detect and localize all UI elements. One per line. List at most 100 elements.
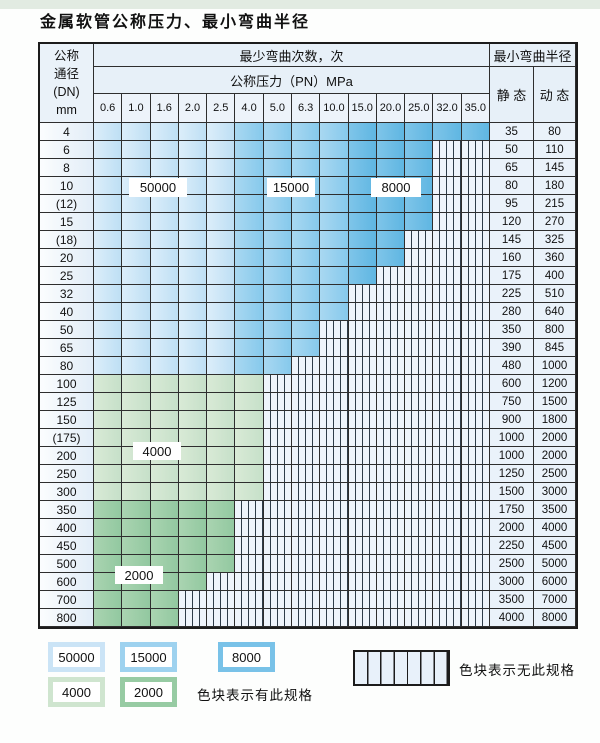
spec-cell-h [320, 339, 349, 357]
spec-cell-b1 [178, 249, 208, 267]
spec-cell-h [348, 537, 377, 555]
spec-cell-g1 [122, 465, 151, 483]
dynamic-cell: 215 [534, 195, 576, 213]
static-cell: 50 [490, 141, 534, 159]
spec-cell-b1 [150, 303, 179, 321]
spec-cell-g1 [235, 447, 264, 465]
spec-cell-h [433, 465, 462, 483]
spec-cell-g1 [94, 465, 123, 483]
spec-cell-b2 [263, 141, 292, 159]
spec-cell-h [433, 501, 462, 519]
spec-cell-h [376, 267, 406, 285]
dn-cell: 32 [40, 285, 94, 303]
spec-cell-h [348, 321, 377, 339]
legend-swatch-50000: 50000 [48, 642, 105, 672]
spec-cell-h [433, 483, 462, 501]
spec-cell-h [292, 609, 321, 627]
spec-cell-h [292, 483, 321, 501]
spec-cell-h [376, 339, 406, 357]
dn-cell: 350 [40, 501, 94, 519]
spec-cell-h [376, 429, 406, 447]
spec-cell-b3 [376, 141, 406, 159]
dn-header-line: 通径 [53, 66, 79, 81]
spec-cell-h [405, 429, 434, 447]
pressure-value-10.0: 10.0 [320, 94, 349, 123]
dn-cell: 100 [40, 375, 94, 393]
spec-cell-b2 [320, 141, 349, 159]
spec-cell-h [405, 483, 434, 501]
spec-cell-g1 [207, 447, 236, 465]
spec-cell-h [461, 447, 490, 465]
pressure-value-5.0: 5.0 [263, 94, 292, 123]
dn-cell: 250 [40, 465, 94, 483]
spec-cell-h [292, 537, 321, 555]
spec-cell-g1 [94, 411, 123, 429]
spec-cell-g1 [207, 429, 236, 447]
spec-cell-h [348, 501, 377, 519]
spec-cell-g2 [207, 501, 236, 519]
spec-cell-b3 [348, 231, 377, 249]
spec-cell-b3 [376, 249, 406, 267]
legend-swatch-15000: 15000 [120, 642, 177, 672]
spec-cell-b1 [207, 141, 236, 159]
spec-cell-b2 [320, 267, 349, 285]
spec-cell-h [433, 159, 462, 177]
dynamic-cell: 640 [534, 303, 576, 321]
spec-cell-b3 [433, 123, 462, 141]
spec-cell-h [405, 609, 434, 627]
spec-cell-h [461, 375, 490, 393]
spec-cell-h [405, 249, 434, 267]
dn-header-line: (DN) [53, 85, 80, 99]
spec-cell-b1 [178, 141, 208, 159]
bend-cycles-header: 最少弯曲次数，次 [94, 44, 490, 67]
spec-cell-b1 [122, 213, 151, 231]
dn-header-line: mm [56, 103, 77, 118]
spec-cell-g1 [122, 375, 151, 393]
spec-cell-h [376, 285, 406, 303]
spec-cell-h [292, 465, 321, 483]
spec-cell-h [348, 375, 377, 393]
spec-cell-h [461, 501, 490, 519]
spec-cell-h [263, 591, 292, 609]
spec-cell-g1 [178, 375, 208, 393]
dynamic-cell: 110 [534, 141, 576, 159]
spec-cell-g2 [207, 555, 236, 573]
spec-cell-b1 [94, 123, 123, 141]
spec-cell-h [207, 591, 236, 609]
spec-cell-h [433, 393, 462, 411]
spec-cell-h [405, 339, 434, 357]
dynamic-cell: 3500 [534, 501, 576, 519]
legend-swatch-4000-label: 4000 [53, 682, 100, 702]
spec-cell-h [376, 573, 406, 591]
spec-cell-b2 [292, 141, 321, 159]
spec-cell-b1 [207, 177, 236, 195]
spec-cell-b3 [376, 123, 406, 141]
static-cell: 35 [490, 123, 534, 141]
spec-cell-h [263, 483, 292, 501]
region-label-15000: 15000 [267, 178, 315, 197]
static-cell: 2250 [490, 537, 534, 555]
static-cell: 480 [490, 357, 534, 375]
spec-cell-h [433, 591, 462, 609]
spec-cell-h [348, 393, 377, 411]
dynamic-cell: 7000 [534, 591, 576, 609]
spec-cell-b1 [207, 249, 236, 267]
spec-cell-h [263, 447, 292, 465]
dn-cell: 20 [40, 249, 94, 267]
spec-cell-h [433, 519, 462, 537]
spec-cell-h [320, 321, 349, 339]
spec-cell-b2 [263, 159, 292, 177]
dynamic-cell: 80 [534, 123, 576, 141]
spec-cell-h [235, 537, 264, 555]
spec-cell-g1 [150, 483, 179, 501]
spec-cell-h [320, 375, 349, 393]
static-cell: 280 [490, 303, 534, 321]
spec-cell-g1 [207, 393, 236, 411]
spec-cell-b1 [150, 357, 179, 375]
spec-cell-b1 [150, 213, 179, 231]
spec-cell-b1 [150, 123, 179, 141]
spec-cell-g2 [94, 609, 123, 627]
spec-cell-g1 [207, 411, 236, 429]
static-cell: 4000 [490, 609, 534, 627]
spec-cell-h [320, 465, 349, 483]
